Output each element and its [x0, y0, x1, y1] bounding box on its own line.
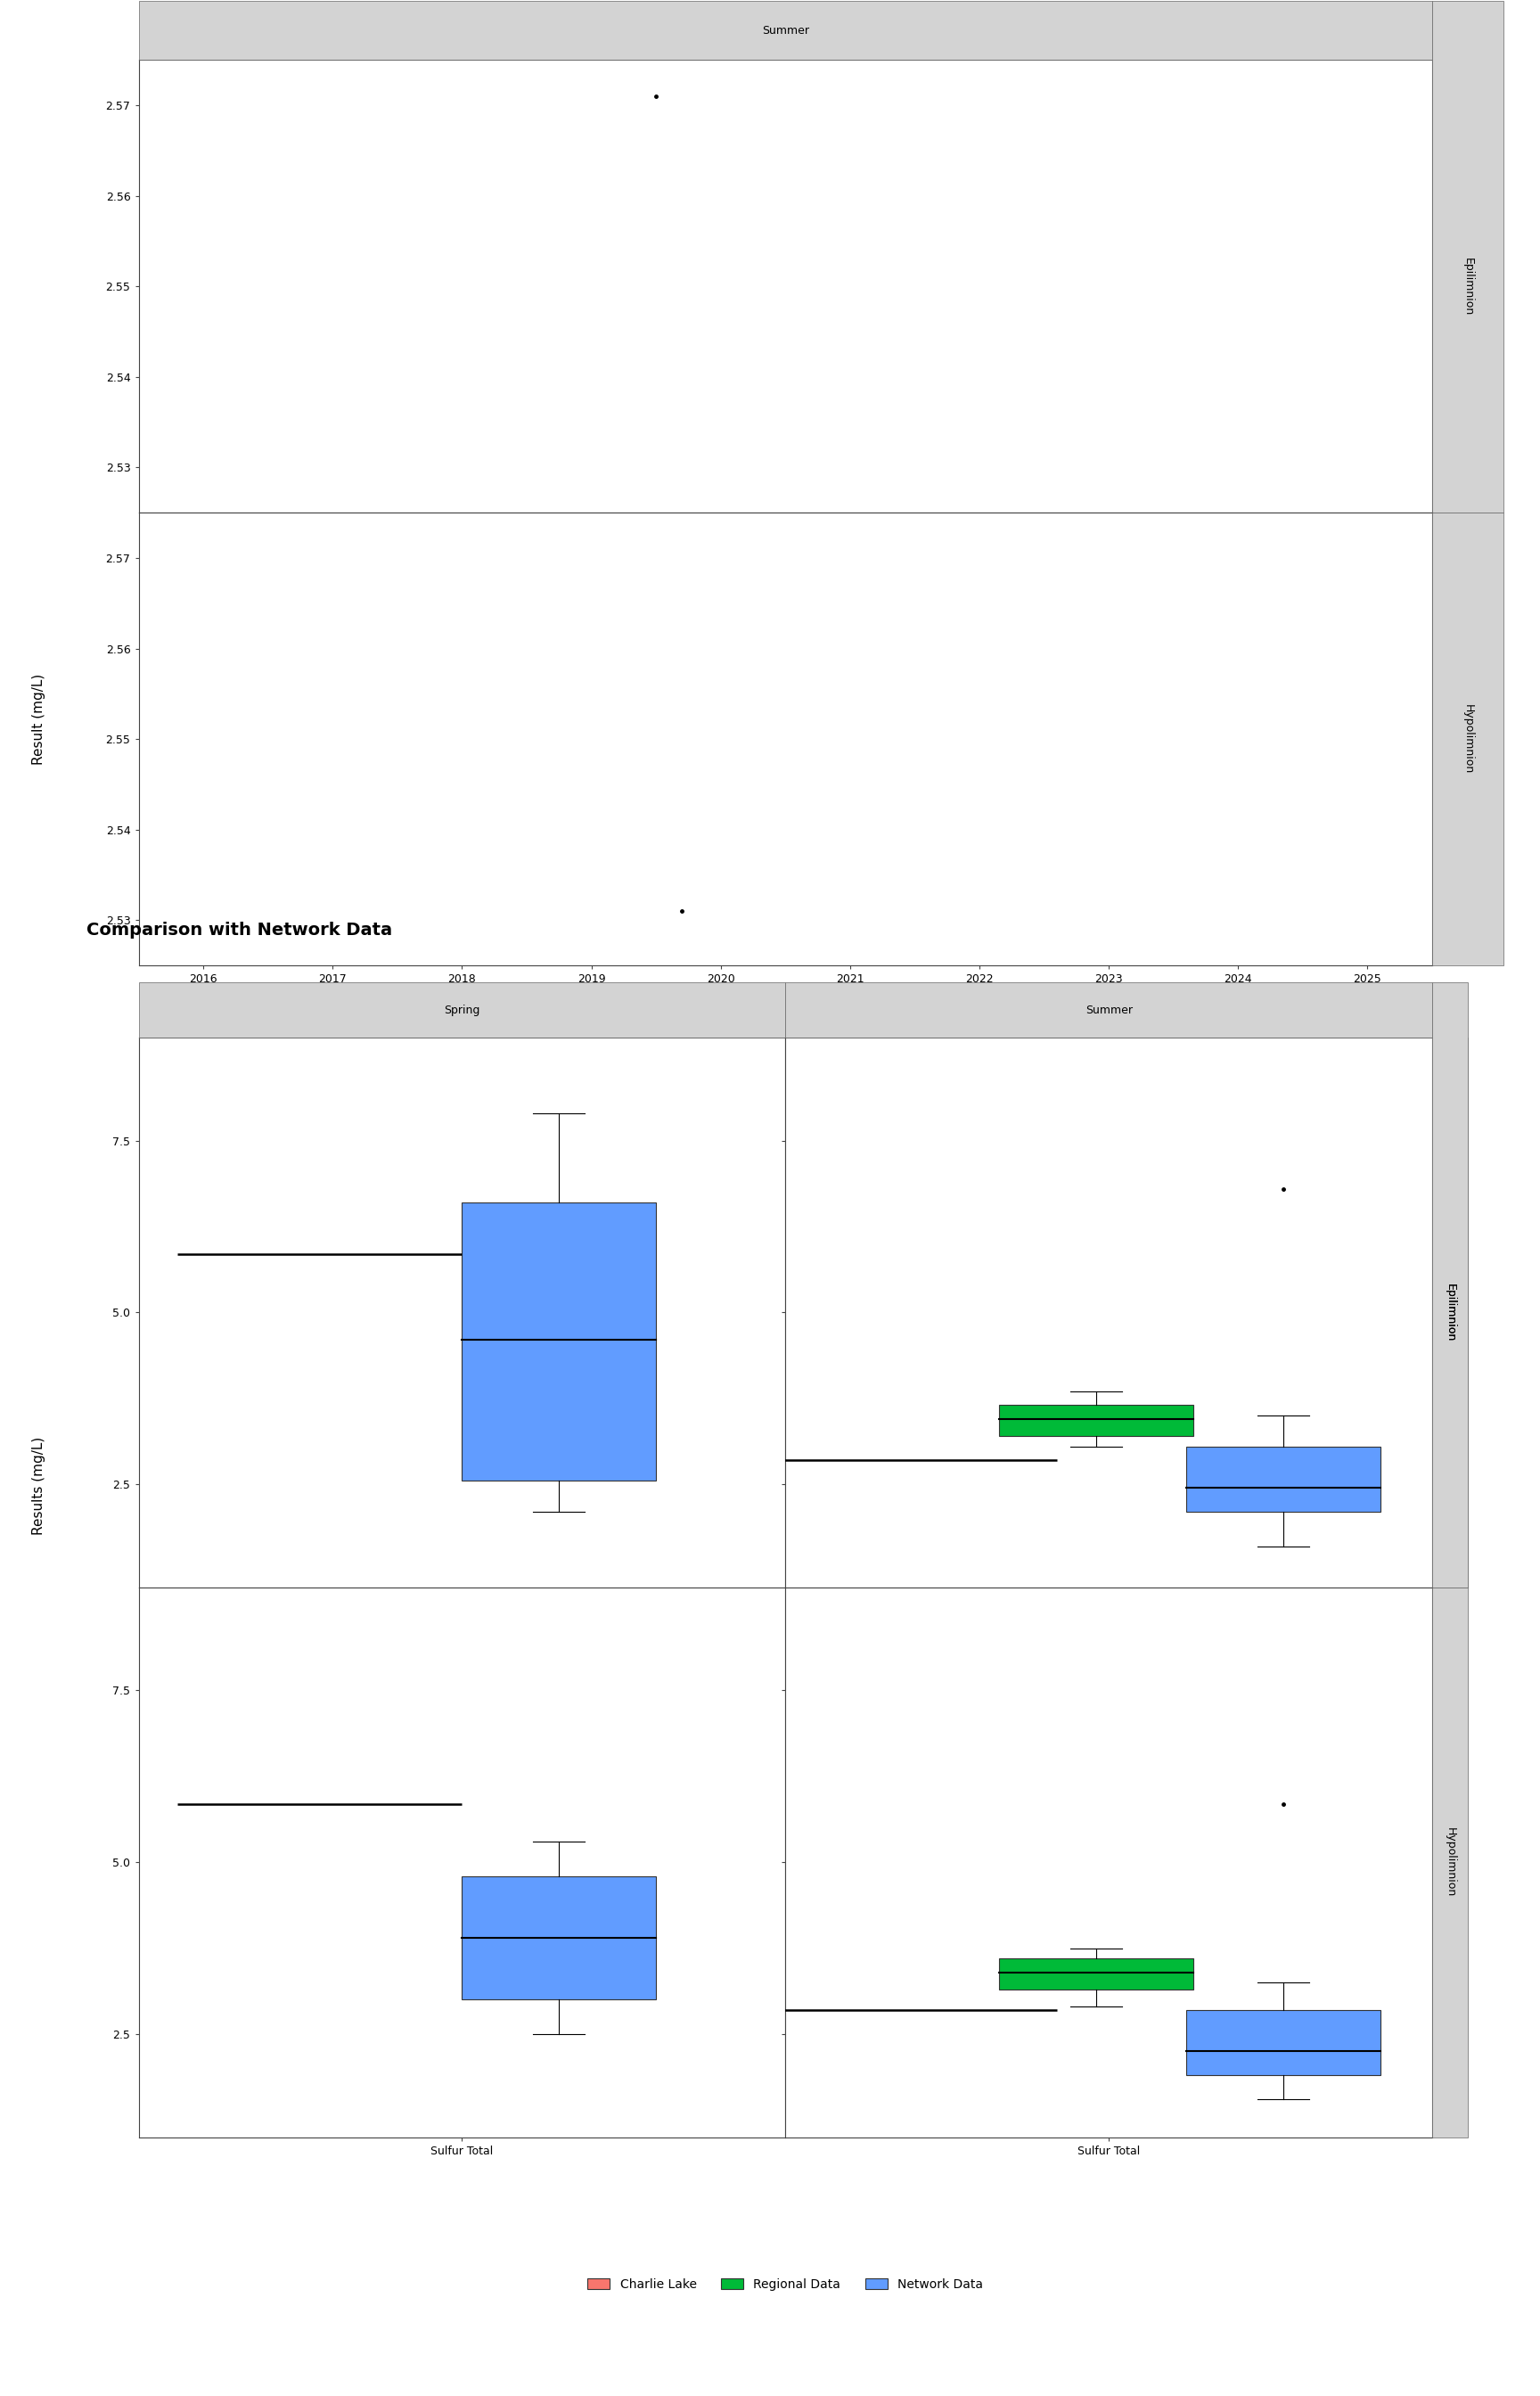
- Bar: [462, 1876, 656, 2001]
- Text: Summer: Summer: [762, 24, 808, 36]
- Bar: [999, 1404, 1194, 1435]
- Bar: [1186, 2010, 1380, 2075]
- FancyBboxPatch shape: [1432, 1037, 1468, 1586]
- Text: Hypolimnion: Hypolimnion: [1461, 704, 1474, 774]
- Text: Spring: Spring: [444, 1004, 480, 1016]
- Text: Summer: Summer: [1086, 1004, 1132, 1016]
- Bar: [1186, 1447, 1380, 1512]
- Bar: [999, 1958, 1194, 1989]
- Text: Results (mg/L): Results (mg/L): [32, 1435, 45, 1536]
- Text: Hypolimnion: Hypolimnion: [1445, 1828, 1455, 1898]
- Text: Epilimnion: Epilimnion: [1445, 1284, 1455, 1342]
- FancyBboxPatch shape: [1432, 0, 1503, 513]
- FancyBboxPatch shape: [1432, 982, 1468, 1586]
- Text: Epilimnion: Epilimnion: [1461, 256, 1474, 316]
- FancyBboxPatch shape: [139, 982, 785, 1037]
- FancyBboxPatch shape: [139, 0, 1432, 60]
- FancyBboxPatch shape: [1432, 1586, 1468, 2137]
- Text: Epilimnion: Epilimnion: [1445, 1284, 1455, 1342]
- Text: Comparison with Network Data: Comparison with Network Data: [86, 922, 393, 939]
- FancyBboxPatch shape: [1432, 513, 1503, 966]
- Bar: [462, 1203, 656, 1481]
- Legend: Charlie Lake, Regional Data, Network Data: Charlie Lake, Regional Data, Network Dat…: [582, 2274, 989, 2295]
- FancyBboxPatch shape: [785, 982, 1432, 1037]
- Text: Result (mg/L): Result (mg/L): [32, 673, 45, 764]
